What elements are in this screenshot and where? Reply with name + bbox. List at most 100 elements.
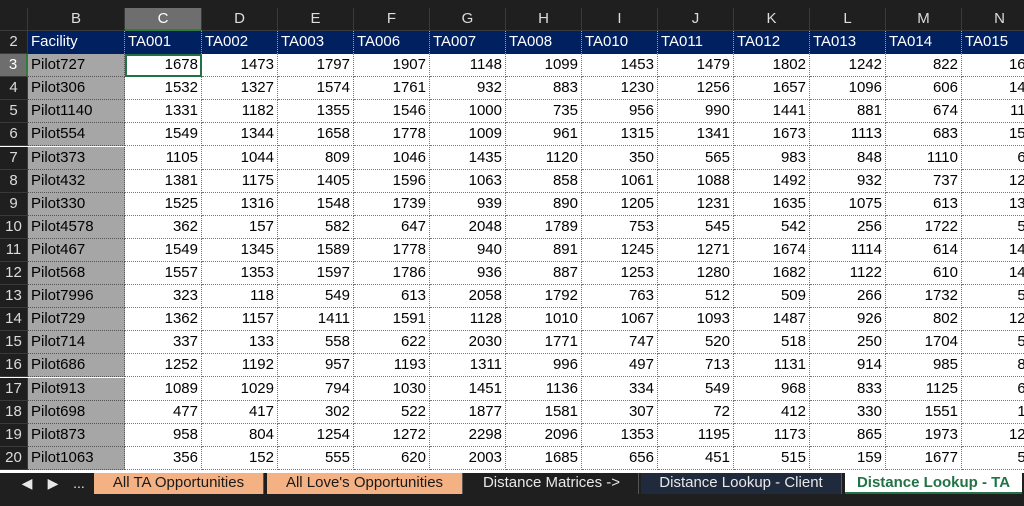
distance-cell[interactable]: 1591 (354, 308, 430, 331)
distance-cell[interactable]: 477 (125, 401, 202, 424)
distance-cell[interactable]: 334 (582, 378, 658, 401)
distance-cell[interactable]: 1315 (582, 123, 658, 146)
distance-cell[interactable]: 1230 (582, 77, 658, 100)
distance-cell[interactable]: 1120 (506, 147, 582, 170)
distance-cell[interactable]: 52 (962, 331, 1024, 354)
column-header-f[interactable]: F (354, 8, 430, 31)
distance-cell[interactable]: 990 (658, 100, 734, 123)
distance-cell[interactable]: 620 (354, 447, 430, 470)
distance-cell[interactable]: 822 (886, 54, 962, 77)
distance-cell[interactable]: 1574 (278, 77, 354, 100)
distance-cell[interactable]: 66 (962, 147, 1024, 170)
distance-cell[interactable]: 65 (962, 378, 1024, 401)
facility-cell[interactable]: Pilot4578 (28, 216, 125, 239)
distance-cell[interactable]: 119 (962, 100, 1024, 123)
distance-cell[interactable]: 1000 (430, 100, 506, 123)
distance-cell[interactable]: 159 (810, 447, 886, 470)
facility-cell[interactable]: Pilot568 (28, 262, 125, 285)
distance-cell[interactable]: 558 (278, 331, 354, 354)
column-header-c[interactable]: C (125, 8, 202, 31)
distance-cell[interactable]: 1362 (125, 308, 202, 331)
distance-cell[interactable]: 1245 (582, 239, 658, 262)
facility-cell[interactable]: Pilot729 (28, 308, 125, 331)
distance-cell[interactable]: 1272 (354, 424, 430, 447)
distance-cell[interactable]: 1548 (278, 193, 354, 216)
distance-cell[interactable]: 1907 (354, 54, 430, 77)
distance-cell[interactable]: 1193 (354, 354, 430, 377)
column-header-j[interactable]: J (658, 8, 734, 31)
distance-cell[interactable]: 1673 (734, 123, 810, 146)
distance-cell[interactable]: 1685 (506, 447, 582, 470)
distance-cell[interactable]: 1596 (354, 170, 430, 193)
next-sheet-icon[interactable]: ▶ (47, 475, 59, 491)
ta-header-cell[interactable]: TA003 (278, 31, 354, 54)
distance-cell[interactable]: 1732 (886, 285, 962, 308)
distance-cell[interactable]: 940 (430, 239, 506, 262)
ta-header-cell[interactable]: TA001 (125, 31, 202, 54)
distance-cell[interactable]: 515 (734, 447, 810, 470)
distance-cell[interactable]: 52 (962, 447, 1024, 470)
distance-cell[interactable]: 1704 (886, 331, 962, 354)
distance-cell[interactable]: 1487 (734, 308, 810, 331)
distance-cell[interactable]: 1242 (810, 54, 886, 77)
ta-header-cell[interactable]: TA015 (962, 31, 1024, 54)
facility-cell[interactable]: Pilot913 (28, 378, 125, 401)
distance-cell[interactable]: 1453 (582, 54, 658, 77)
distance-cell[interactable]: 14 (962, 401, 1024, 424)
distance-cell[interactable]: 152 (202, 447, 278, 470)
distance-cell[interactable]: 565 (658, 147, 734, 170)
distance-cell[interactable]: 713 (658, 354, 734, 377)
distance-cell[interactable]: 1381 (125, 170, 202, 193)
ta-header-cell[interactable]: TA013 (810, 31, 886, 54)
distance-cell[interactable]: 81 (962, 354, 1024, 377)
distance-cell[interactable]: 545 (658, 216, 734, 239)
distance-cell[interactable]: 1435 (430, 147, 506, 170)
distance-cell[interactable]: 753 (582, 216, 658, 239)
facility-cell[interactable]: Pilot554 (28, 123, 125, 146)
distance-cell[interactable]: 1029 (202, 378, 278, 401)
distance-cell[interactable]: 2003 (430, 447, 506, 470)
distance-cell[interactable]: 1009 (430, 123, 506, 146)
distance-cell[interactable]: 1046 (354, 147, 430, 170)
distance-cell[interactable]: 1253 (582, 262, 658, 285)
distance-cell[interactable]: 958 (125, 424, 202, 447)
column-header-l[interactable]: L (810, 8, 886, 31)
distance-cell[interactable]: 802 (886, 308, 962, 331)
distance-cell[interactable]: 1674 (734, 239, 810, 262)
distance-cell[interactable]: 1682 (734, 262, 810, 285)
spreadsheet-grid[interactable]: B C D E F G H I J K L M N 2 Facility TA001 TA002 TA003 TA0… (0, 0, 1024, 473)
sheet-tab-5[interactable]: Distance Lookup - TA (845, 473, 1022, 494)
distance-cell[interactable]: 887 (506, 262, 582, 285)
distance-cell[interactable]: 518 (734, 331, 810, 354)
facility-cell[interactable]: Pilot330 (28, 193, 125, 216)
distance-cell[interactable]: 656 (582, 447, 658, 470)
distance-cell[interactable]: 883 (506, 77, 582, 100)
distance-cell[interactable]: 1010 (506, 308, 582, 331)
distance-cell[interactable]: 1175 (202, 170, 278, 193)
distance-cell[interactable]: 307 (582, 401, 658, 424)
distance-cell[interactable]: 118 (202, 285, 278, 308)
distance-cell[interactable]: 1096 (810, 77, 886, 100)
distance-cell[interactable]: 1411 (278, 308, 354, 331)
distance-cell[interactable]: 890 (506, 193, 582, 216)
distance-cell[interactable]: 809 (278, 147, 354, 170)
distance-cell[interactable]: 914 (810, 354, 886, 377)
distance-cell[interactable]: 613 (886, 193, 962, 216)
distance-cell[interactable]: 1657 (734, 77, 810, 100)
distance-cell[interactable]: 1771 (506, 331, 582, 354)
distance-cell[interactable]: 1316 (202, 193, 278, 216)
distance-cell[interactable]: 362 (125, 216, 202, 239)
sheet-tab-1[interactable]: All TA Opportunities (94, 473, 264, 494)
distance-cell[interactable]: 1075 (810, 193, 886, 216)
distance-cell[interactable]: 2030 (430, 331, 506, 354)
distance-cell[interactable]: 1122 (810, 262, 886, 285)
distance-cell[interactable]: 926 (810, 308, 886, 331)
facility-cell[interactable]: Pilot467 (28, 239, 125, 262)
distance-cell[interactable]: 51 (962, 285, 1024, 308)
distance-cell[interactable]: 164 (962, 54, 1024, 77)
distance-cell[interactable]: 1635 (734, 193, 810, 216)
row-header-8[interactable]: 8 (0, 170, 28, 193)
distance-cell[interactable]: 1173 (734, 424, 810, 447)
distance-cell[interactable]: 1677 (886, 447, 962, 470)
distance-cell[interactable]: 1044 (202, 147, 278, 170)
